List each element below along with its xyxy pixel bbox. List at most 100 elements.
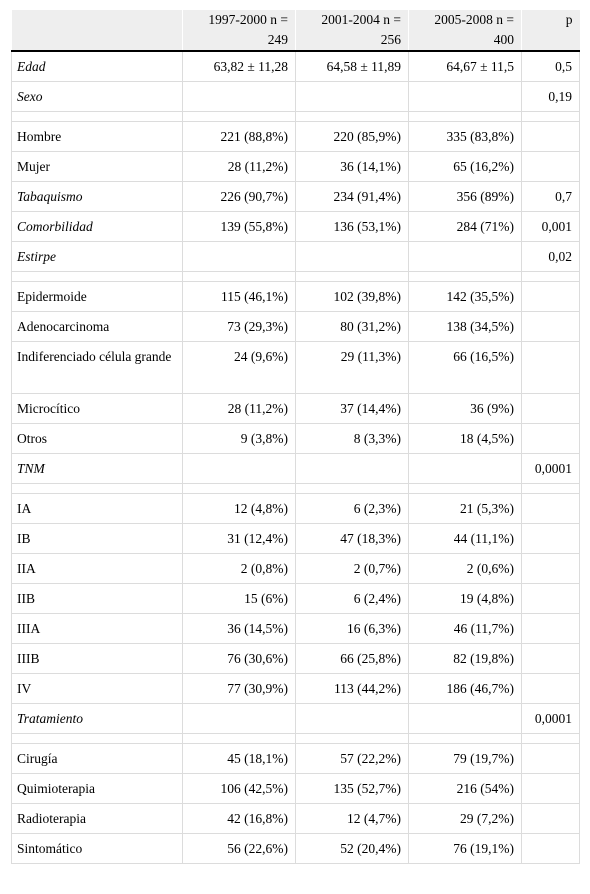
p-value-cell: 0,19 [521,81,580,112]
p-value-cell [521,111,580,122]
table-row: Hombre 221 (88,8%) 220 (85,9%) 335 (83,8%) [11,121,580,152]
row-label-cell: IIB [11,583,183,614]
row-label-cell [11,733,183,744]
table-row: Quimioterapia 106 (42,5%) 135 (52,7%) 216 (… [11,773,580,804]
table-row: Cirugía 45 (18,1%) 57 (22,2%) 79 (19,7%) [11,743,580,774]
row-label-cell: Sexo [11,81,183,112]
table-row: Edad 63,82 ± 11,28 64,58 ± 11,89 64,67 ± 11… [11,51,580,82]
table-row: Tabaquismo 226 (90,7%) 234 (91,4%) 356 (89%… [11,181,580,212]
table-row: IIIB 76 (30,6%) 66 (25,8%) 82 (19,8%) [11,643,580,674]
value-cell [408,483,522,494]
row-label-cell: Cirugía [11,743,183,774]
p-value-cell [521,613,580,644]
value-cell: 79 (19,7%) [408,743,522,774]
value-cell: 135 (52,7%) [295,773,409,804]
value-cell [295,241,409,272]
value-cell [182,453,296,484]
value-cell: 2 (0,8%) [182,553,296,584]
value-cell: 142 (35,5%) [408,281,522,312]
value-cell: 46 (11,7%) [408,613,522,644]
table-row: Comorbilidad 139 (55,8%) 136 (53,1%) 284 (7… [11,211,580,242]
p-value-cell [521,493,580,524]
header-cell-period-1997-2000: 1997-2000 n = 249 [182,10,296,52]
data-table: 1997-2000 n = 249 2001-2004 n = 256 2005… [11,10,580,864]
header-cell-p-value: p [521,10,580,52]
spacer-row [11,733,580,744]
table-row: Adenocarcinoma 73 (29,3%) 80 (31,2%) 138 (3… [11,311,580,342]
table-row: TNM 0,0001 [11,453,580,484]
p-value-cell [521,743,580,774]
table-row: Radioterapia 42 (16,8%) 12 (4,7%) 29 (7,2%) [11,803,580,834]
value-cell: 45 (18,1%) [182,743,296,774]
value-cell: 216 (54%) [408,773,522,804]
value-cell [182,271,296,282]
row-label-cell: IIA [11,553,183,584]
p-value-cell [521,833,580,864]
row-label-cell: Radioterapia [11,803,183,834]
value-cell: 73 (29,3%) [182,311,296,342]
p-value-cell [521,673,580,704]
spacer-row [11,111,580,122]
value-cell [295,453,409,484]
table-row: IIB 15 (6%) 6 (2,4%) 19 (4,8%) [11,583,580,614]
p-value-cell [521,151,580,182]
table-row: Estirpe 0,02 [11,241,580,272]
row-label-cell: Hombre [11,121,183,152]
table-row: Tratamiento 0,0001 [11,703,580,734]
p-value-cell [521,341,580,394]
value-cell [408,111,522,122]
row-label-cell: Quimioterapia [11,773,183,804]
value-cell: 64,58 ± 11,89 [295,51,409,82]
table-row: IA 12 (4,8%) 6 (2,3%) 21 (5,3%) [11,493,580,524]
p-value-cell [521,733,580,744]
value-cell [408,733,522,744]
value-cell [295,271,409,282]
value-cell: 19 (4,8%) [408,583,522,614]
value-cell: 76 (30,6%) [182,643,296,674]
row-label-cell: Tabaquismo [11,181,183,212]
value-cell [408,241,522,272]
value-cell: 18 (4,5%) [408,423,522,454]
value-cell [182,483,296,494]
value-cell: 12 (4,7%) [295,803,409,834]
value-cell: 15 (6%) [182,583,296,614]
value-cell: 356 (89%) [408,181,522,212]
value-cell: 24 (9,6%) [182,341,296,394]
value-cell: 66 (16,5%) [408,341,522,394]
value-cell [408,453,522,484]
value-cell [182,81,296,112]
value-cell: 80 (31,2%) [295,311,409,342]
value-cell: 28 (11,2%) [182,393,296,424]
value-cell [408,703,522,734]
header-cell-label [11,10,183,52]
row-label-cell: Comorbilidad [11,211,183,242]
p-value-cell [521,773,580,804]
row-label-cell [11,271,183,282]
row-label-cell: Indiferenciado célula grande [11,341,183,394]
row-label-cell: Tratamiento [11,703,183,734]
value-cell: 136 (53,1%) [295,211,409,242]
table-row: Mujer 28 (11,2%) 36 (14,1%) 65 (16,2%) [11,151,580,182]
value-cell: 102 (39,8%) [295,281,409,312]
value-cell: 65 (16,2%) [408,151,522,182]
value-cell: 52 (20,4%) [295,833,409,864]
p-value-cell [521,271,580,282]
p-value-cell: 0,7 [521,181,580,212]
row-label-cell: IV [11,673,183,704]
value-cell: 56 (22,6%) [182,833,296,864]
p-value-cell: 0,0001 [521,453,580,484]
table-row: IB 31 (12,4%) 47 (18,3%) 44 (11,1%) [11,523,580,554]
value-cell: 64,67 ± 11,5 [408,51,522,82]
row-label-cell [11,483,183,494]
header-cell-period-2005-2008: 2005-2008 n = 400 [408,10,522,52]
row-label-cell: Epidermoide [11,281,183,312]
value-cell: 186 (46,7%) [408,673,522,704]
row-label-cell: Otros [11,423,183,454]
value-cell [295,703,409,734]
value-cell: 28 (11,2%) [182,151,296,182]
value-cell: 221 (88,8%) [182,121,296,152]
p-value-cell [521,311,580,342]
value-cell: 6 (2,4%) [295,583,409,614]
value-cell [182,733,296,744]
row-label-cell: Sintomático [11,833,183,864]
